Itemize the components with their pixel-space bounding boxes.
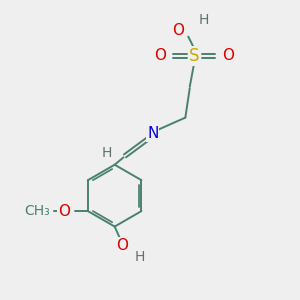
Text: CH₃: CH₃ xyxy=(24,204,50,218)
Text: S: S xyxy=(189,47,200,65)
Text: H: H xyxy=(199,14,209,27)
Text: O: O xyxy=(154,48,166,63)
Text: O: O xyxy=(58,204,70,219)
Text: O: O xyxy=(222,48,234,63)
Text: O: O xyxy=(172,23,184,38)
Text: H: H xyxy=(102,146,112,160)
Text: H: H xyxy=(135,250,145,264)
Text: N: N xyxy=(147,126,159,141)
Text: O: O xyxy=(116,238,128,253)
